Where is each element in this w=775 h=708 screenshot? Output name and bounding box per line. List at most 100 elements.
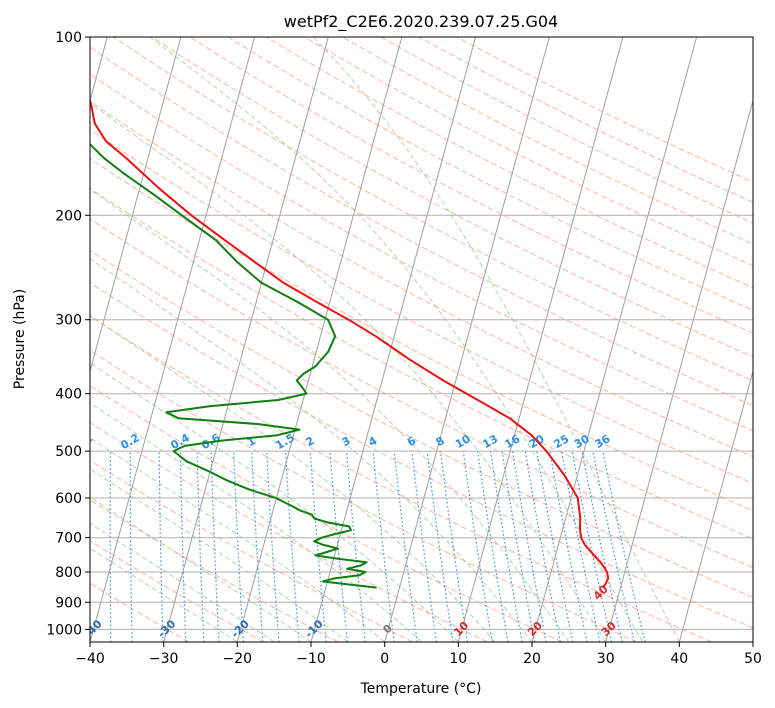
moist-adiabat: [90, 102, 607, 642]
x-tick-label: 20: [523, 651, 541, 667]
x-tick-label: 40: [670, 651, 688, 667]
mixing-ratio-line: [439, 451, 469, 642]
dry-adiabat-label: -30: [155, 617, 178, 640]
x-tick-label: −20: [223, 651, 253, 667]
isotherm: [90, 37, 256, 642]
dry-adiabat-label: 40: [591, 582, 611, 602]
dry-adiabat: [90, 422, 488, 642]
mixing-ratio-label: 30: [572, 432, 592, 451]
mixing-ratio-line: [345, 451, 366, 642]
mixing-ratio-line: [426, 451, 454, 642]
mixing-ratio-label: 16: [502, 432, 522, 451]
mixing-ratio-line: [109, 451, 112, 642]
mixing-ratio-line: [82, 451, 84, 642]
dry-adiabat: [90, 315, 712, 642]
dry-adiabat: [90, 459, 414, 642]
mixing-ratio-line: [233, 451, 244, 642]
y-axis: 100 200 300 400 500 600 700 800 900 1000: [46, 30, 90, 638]
isotherm: [384, 37, 550, 642]
y-tick-label: 300: [55, 313, 82, 329]
moist-adiabat: [90, 258, 533, 642]
moist-adiabat: [90, 314, 496, 642]
mixing-ratio-line: [35, 451, 40, 642]
moist-adiabat: [90, 402, 422, 642]
plot-background-lines: [35, 37, 753, 642]
isotherm: [163, 37, 329, 642]
mixing-ratio-line: [592, 450, 635, 642]
mixing-ratio-line: [129, 451, 133, 642]
chart-title: wetPf2_C2E6.2020.239.07.25.G04: [284, 12, 558, 32]
dry-adiabat: [456, 37, 753, 183]
dry-adiabat-label: 10: [451, 619, 471, 639]
mixing-ratio-line: [602, 450, 646, 642]
mixing-ratio-label: 3: [340, 434, 353, 449]
moist-adiabat: [90, 496, 312, 642]
x-tick-label: 50: [744, 651, 762, 667]
x-tick-label: −30: [149, 651, 179, 667]
y-tick-label: 600: [55, 491, 82, 507]
mixing-ratio-label: 25: [551, 432, 571, 451]
mixing-ratio-line: [536, 451, 574, 642]
mixing-ratio-label: 13: [480, 432, 500, 451]
moist-adiabat: [90, 362, 459, 642]
dry-adiabat: [113, 37, 753, 382]
isotherm: [678, 369, 753, 642]
dry-adiabat-label: -50: [8, 617, 31, 640]
dry-adiabat: [90, 282, 753, 629]
mixing-ratio-label: 0.2: [118, 431, 141, 452]
dry-adiabat: [151, 37, 753, 358]
dry-adiabat-label: -20: [229, 617, 252, 640]
mixing-ratio-line: [571, 450, 613, 642]
y-axis-label: Pressure (hPa): [12, 289, 28, 389]
mixing-ratio-line: [549, 451, 588, 642]
dry-adiabat: [90, 249, 753, 598]
y-tick-label: 700: [55, 531, 82, 547]
mixing-ratio-line: [251, 451, 264, 642]
dry-adiabat: [90, 582, 190, 642]
isotherm: [236, 37, 403, 642]
mixing-ratio-line: [284, 451, 300, 642]
dry-adiabat: [90, 46, 753, 407]
moist-adiabat: [90, 188, 570, 642]
dry-adiabat: [90, 187, 753, 540]
x-tick-label: 0: [380, 651, 389, 667]
dry-adiabat: [90, 100, 753, 458]
dry-adiabat-label: -10: [302, 617, 325, 640]
dry-adiabat: [90, 218, 753, 569]
mixing-ratio-line: [372, 451, 395, 642]
mixing-ratio-line: [524, 451, 561, 642]
dry-adiabat: [90, 349, 638, 642]
mixing-ratio-label: 36: [593, 432, 613, 451]
moist-adiabat: [90, 547, 238, 642]
dry-adiabat-label: 30: [599, 619, 619, 639]
dry-adiabat: [90, 157, 753, 512]
dry-adiabat-label: -40: [81, 617, 104, 640]
mixing-ratio-label: 10: [453, 432, 473, 451]
temperature-profile: [90, 97, 610, 589]
x-tick-label: 30: [597, 651, 615, 667]
isotherm: [531, 37, 698, 642]
dry-adiabat: [342, 37, 753, 245]
mixing-ratio-line: [196, 451, 205, 642]
dry-adiabat: [90, 540, 264, 642]
mixing-ratio-label: 0.1: [72, 431, 95, 452]
dry-adiabat: [189, 37, 753, 334]
mixing-ratio-label: 6: [405, 434, 418, 449]
mixing-ratio-line: [581, 450, 623, 642]
y-tick-label: 1000: [46, 622, 82, 638]
mixing-ratio-label: 2: [303, 434, 316, 449]
mixing-ratio-line: [309, 451, 327, 642]
profile-series: [90, 97, 610, 589]
plot-frame: [89, 36, 754, 643]
x-axis: −40 −30 −20 −10 0 10 20 30 40 50: [75, 642, 762, 667]
isotherm: [605, 98, 753, 642]
mixing-ratio-line: [329, 451, 349, 642]
dewpoint-profile: [90, 142, 377, 589]
mixing-ratio-line: [393, 451, 418, 642]
y-tick-label: 500: [55, 444, 82, 460]
moist-adiabat: [149, 37, 643, 642]
mixing-ratio-label: 8: [434, 434, 447, 449]
y-tick-label: 200: [55, 208, 82, 224]
isotherm: [752, 640, 753, 642]
